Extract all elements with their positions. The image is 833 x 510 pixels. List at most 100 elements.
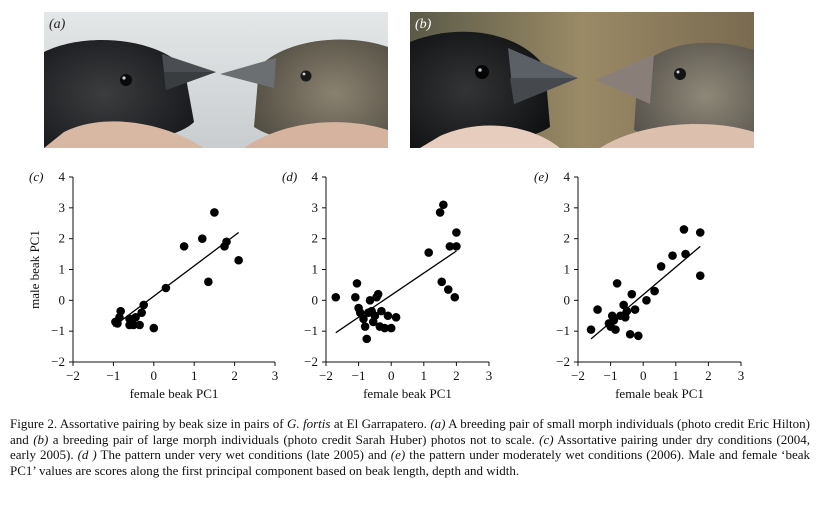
x-tick-label: −1 xyxy=(106,368,120,383)
data-point xyxy=(609,316,619,325)
chart-panel-label: (e) xyxy=(534,169,548,184)
caption-part-2: A breeding pair of small morph individua… xyxy=(10,416,810,447)
data-point xyxy=(131,312,140,322)
data-point xyxy=(630,305,640,314)
x-tick-label: 1 xyxy=(673,368,680,383)
y-tick-label: 3 xyxy=(59,200,66,215)
data-point xyxy=(424,248,433,257)
data-point xyxy=(695,271,705,280)
data-point xyxy=(373,289,383,299)
caption-part-4: Assortative pairing under dry conditions… xyxy=(10,431,810,463)
data-point xyxy=(149,323,159,333)
y-tick-label: 0 xyxy=(564,292,571,307)
caption-ref-c: (c) xyxy=(539,431,554,447)
y-tick-label: 1 xyxy=(564,262,571,277)
caption-part-1: at El Garrapatero. xyxy=(330,416,431,431)
caption-part-3: a breeding pair of large morph individua… xyxy=(48,431,540,447)
data-point xyxy=(627,289,637,299)
finch-pair-large-morph-image xyxy=(410,12,754,148)
y-tick-label: 4 xyxy=(59,169,66,184)
y-tick-label: −1 xyxy=(556,323,570,338)
y-tick-label: 3 xyxy=(312,200,319,215)
panel-label-a: (a) xyxy=(49,17,66,32)
caption-ref-d: (d ) xyxy=(77,447,97,462)
x-tick-label: −2 xyxy=(571,368,585,383)
data-point xyxy=(331,292,341,302)
data-point xyxy=(383,311,393,321)
data-point xyxy=(612,279,622,288)
x-axis-label: female beak PC1 xyxy=(363,386,452,400)
data-point xyxy=(179,242,189,251)
y-tick-label: −2 xyxy=(51,354,65,369)
x-tick-label: 3 xyxy=(272,368,279,383)
data-point xyxy=(681,249,690,259)
data-point xyxy=(135,320,144,330)
caption-lead: Figure 2. Assortative pairing by beak si… xyxy=(10,416,287,431)
panel-label-b: (b) xyxy=(415,17,432,32)
data-point xyxy=(611,325,620,334)
data-point xyxy=(137,308,146,317)
data-point xyxy=(359,314,368,324)
data-point xyxy=(204,277,213,287)
data-point xyxy=(443,285,453,294)
data-point xyxy=(351,292,360,302)
data-point xyxy=(362,334,372,344)
photo-panel-a: (a) xyxy=(44,12,388,148)
data-point xyxy=(370,311,380,321)
chart-panel-label: (d) xyxy=(282,169,297,184)
y-tick-label: 3 xyxy=(564,200,571,215)
data-point xyxy=(450,292,460,302)
regression-line xyxy=(113,231,240,328)
data-point xyxy=(391,312,401,322)
data-point xyxy=(439,200,448,210)
data-point xyxy=(129,320,138,330)
data-point xyxy=(386,323,396,333)
x-tick-label: −2 xyxy=(319,368,333,383)
data-point xyxy=(452,228,461,237)
data-point xyxy=(210,208,219,217)
data-point xyxy=(593,305,602,314)
caption-part-6: the pattern under moderately wet conditi… xyxy=(10,447,810,478)
x-axis-label: female beak PC1 xyxy=(130,386,219,400)
finch-pair-small-morph-image xyxy=(44,12,388,148)
data-point xyxy=(352,279,362,288)
data-point xyxy=(437,277,447,287)
x-tick-label: 2 xyxy=(453,368,460,383)
data-point xyxy=(634,331,643,341)
x-tick-label: 1 xyxy=(191,368,198,383)
data-point xyxy=(622,306,632,316)
caption-part-5: The pattern under very wet conditions (l… xyxy=(96,447,391,462)
x-tick-label: 2 xyxy=(231,368,238,383)
y-tick-label: 0 xyxy=(312,292,319,307)
y-tick-label: 2 xyxy=(564,231,571,246)
chart-3: −2 −1 0 1 2 3 4 −2 −1 0 1 2 3 (e) female beak PC1 xyxy=(534,169,744,400)
data-point xyxy=(668,251,677,260)
data-point xyxy=(452,242,461,251)
x-tick-label: 1 xyxy=(421,368,428,383)
chart-panel-label: (c) xyxy=(29,169,43,184)
x-tick-label: −1 xyxy=(352,368,366,383)
data-point xyxy=(445,242,455,251)
data-point xyxy=(625,329,635,339)
regression-line xyxy=(335,250,457,334)
y-tick-label: −2 xyxy=(304,354,318,369)
y-tick-label: 1 xyxy=(312,262,319,277)
photo-panel-b: (b) xyxy=(410,12,754,148)
figure-caption: Figure 2. Assortative pairing by beak si… xyxy=(10,416,810,478)
data-point xyxy=(695,228,705,237)
y-tick-label: −1 xyxy=(51,323,65,338)
y-tick-label: 2 xyxy=(312,231,319,246)
data-point xyxy=(139,300,148,310)
data-point xyxy=(679,225,689,234)
x-tick-label: 0 xyxy=(151,368,158,383)
caption-ref-a: (a) xyxy=(430,416,446,431)
data-point xyxy=(360,322,370,331)
y-tick-label: −2 xyxy=(556,354,570,369)
y-tick-label: 2 xyxy=(59,231,66,246)
x-tick-label: −2 xyxy=(66,368,80,383)
data-point xyxy=(234,255,243,265)
y-axis-label: male beak PC1 xyxy=(27,230,42,309)
caption-ref-b: (b) xyxy=(33,431,49,447)
y-tick-label: 0 xyxy=(59,292,66,307)
chart-2: −2 −1 0 1 2 3 4 −2 −1 0 1 2 3 (d) female beak PC1 xyxy=(282,169,492,400)
